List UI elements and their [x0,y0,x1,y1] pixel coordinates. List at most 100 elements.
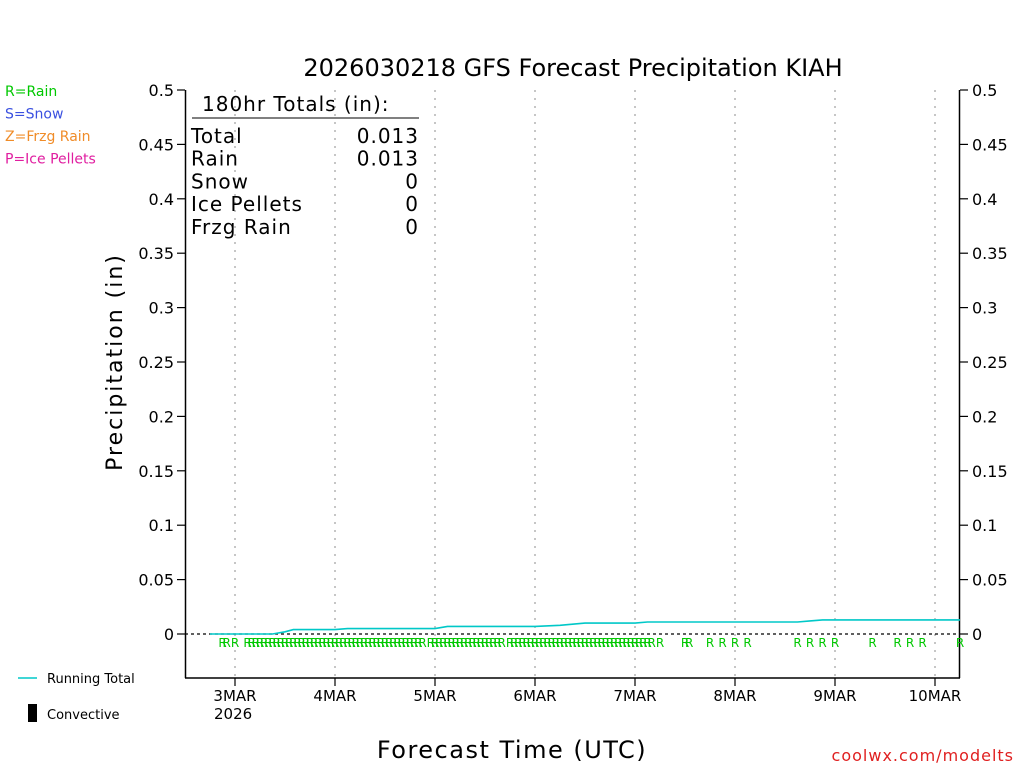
rain-marker: R [485,636,493,650]
rain-marker: R [256,636,264,650]
rain-marker: R [402,636,410,650]
y-tick-label-left: 0.3 [149,299,174,318]
rain-marker: R [427,636,435,650]
y-tick-label-left: 0.15 [138,462,174,481]
rain-marker: R [510,636,518,650]
totals-row-label: Total [190,124,243,148]
y-tick-label-right: 0.1 [972,516,997,535]
rain-marker: R [614,636,622,650]
rain-marker: R [627,636,635,650]
rain-marker: R [481,636,489,650]
rain-marker: R [552,636,560,650]
rain-marker: R [635,636,643,650]
y-tick-label-right: 0.05 [972,571,1008,590]
rain-marker: R [597,636,605,650]
totals-header: 180hr Totals (in): [202,92,390,116]
rain-marker: R [518,636,526,650]
rain-marker: R [302,636,310,650]
rain-marker: R [685,636,693,650]
rain-marker: R [718,636,726,650]
x-tick-label: 3MAR [213,687,256,705]
rain-marker: R [918,636,926,650]
y-tick-label-left: 0.45 [138,135,174,154]
legend-label: Running Total [47,672,135,687]
rain-marker: R [543,636,551,650]
type-legend-entry: R=Rain [5,84,57,100]
rain-marker: R [360,636,368,650]
rain-marker: R [439,636,447,650]
rain-marker: R [289,636,297,650]
rain-marker: R [364,636,372,650]
rain-marker: R [281,636,289,650]
rain-marker: R [231,636,239,650]
rain-marker: R [460,636,468,650]
rain-marker: R [222,636,230,650]
legend-bar-swatch [28,704,37,722]
rain-marker: R [260,636,268,650]
rain-marker: R [352,636,360,650]
rain-marker: R [368,636,376,650]
rain-marker: R [335,636,343,650]
rain-marker: R [268,636,276,650]
rain-marker: R [647,636,655,650]
rain-marker: R [306,636,314,650]
rain-marker: R [497,636,505,650]
rain-marker: R [731,636,739,650]
rain-marker: R [410,636,418,650]
y-tick-label-right: 0.35 [972,244,1008,263]
x-tick-label: 9MAR [813,687,856,705]
series-line-running-total [210,619,960,635]
chart-title: 2026030218 GFS Forecast Precipitation KI… [303,54,842,82]
y-tick-label-right: 0 [972,625,982,644]
y-tick-label-right: 0.15 [972,462,1008,481]
rain-marker: R [293,636,301,650]
rain-marker: R [589,636,597,650]
y-tick-label-left: 0.35 [138,244,174,263]
totals-row-value: 0.013 [357,124,419,148]
y-tick-label-right: 0.4 [972,190,997,209]
rain-marker: R [372,636,380,650]
y-axis-label: Precipitation (in) [103,253,128,471]
y-tick-label-right: 0.3 [972,299,997,318]
rain-marker: R [681,636,689,650]
rain-marker: R [464,636,472,650]
rain-marker: R [252,636,260,650]
totals-row-value: 0 [405,192,419,216]
rain-marker: R [522,636,530,650]
rain-marker: R [493,636,501,650]
rain-marker: R [327,636,335,650]
totals-row-value: 0 [405,169,419,193]
rain-marker: R [906,636,914,650]
rain-marker: R [564,636,572,650]
rain-marker: R [347,636,355,650]
rain-marker: R [639,636,647,650]
rain-marker: R [547,636,555,650]
rain-marker: R [247,636,255,650]
rain-marker: R [314,636,322,650]
rain-marker: R [264,636,272,650]
credit-link[interactable]: coolwx.com/modelts [832,746,1014,765]
y-tick-label-right: 0.25 [972,353,1008,372]
rain-marker: R [472,636,480,650]
y-tick-label-left: 0.1 [149,516,174,535]
rain-marker: R [622,636,630,650]
rain-marker: R [414,636,422,650]
y-tick-label-left: 0.5 [149,81,174,100]
rain-marker: R [377,636,385,650]
rain-marker: R [606,636,614,650]
rain-marker: R [585,636,593,650]
rain-marker: R [418,636,426,650]
precip-type-legend: R=Rain S=Snow Z=Frzg Rain P=Ice Pellets [5,84,96,168]
rain-marker: R [343,636,351,650]
x-tick-label: 5MAR [413,687,456,705]
y-tick-label-right: 0.2 [972,407,997,426]
rain-marker: R [489,636,497,650]
rain-marker: R [331,636,339,650]
rain-marker: R [893,636,901,650]
rain-marker: R [272,636,280,650]
totals-row-label: Snow [191,169,249,193]
rain-marker: R [385,636,393,650]
rain-marker: R [535,636,543,650]
rain-marker: R [706,636,714,650]
